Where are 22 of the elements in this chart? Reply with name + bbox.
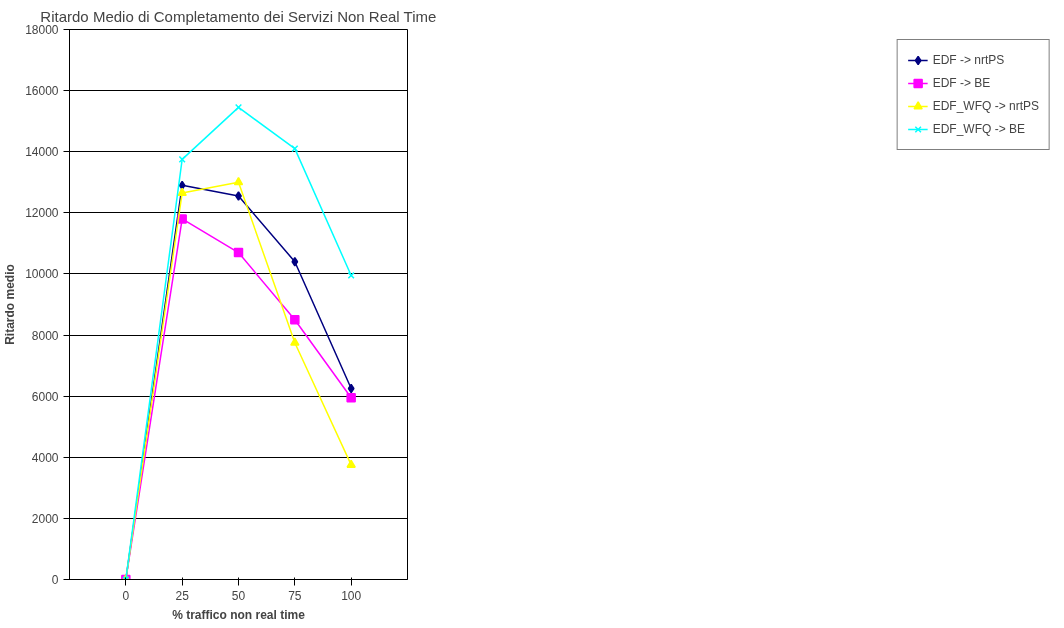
y-tick-label: 0 <box>51 573 59 587</box>
y-tick-label: 10000 <box>25 267 59 282</box>
chart-title: Ritardo Medio di Completamento dei Servizi Non Real Time <box>40 7 437 25</box>
y-tick-label: 14000 <box>25 145 59 160</box>
x-axis-title: % traffico non real time <box>172 607 306 622</box>
y-tick-label: 4000 <box>31 450 59 465</box>
x-tick-label: 100 <box>341 588 362 603</box>
y-tick-label: 8000 <box>31 328 59 343</box>
y-tick-label: 6000 <box>31 389 59 404</box>
x-tick-label: 0 <box>122 588 130 603</box>
legend-label: EDF_WFQ -> nrtPS <box>932 99 1039 113</box>
x-tick-label: 75 <box>288 588 302 603</box>
x-tick-label: 25 <box>175 588 190 603</box>
y-tick-label: 16000 <box>25 84 59 99</box>
legend-label: EDF_WFQ -> BE <box>932 122 1025 136</box>
y-tick-label: 2000 <box>31 511 59 526</box>
legend-label: EDF -> nrtPS <box>932 53 1005 67</box>
x-tick-label: 50 <box>231 588 246 603</box>
legend-label: EDF -> BE <box>932 76 991 90</box>
y-tick-label: 18000 <box>25 23 59 37</box>
y-tick-label: 12000 <box>25 206 59 221</box>
y-axis-title: Ritardo medio <box>3 264 18 345</box>
